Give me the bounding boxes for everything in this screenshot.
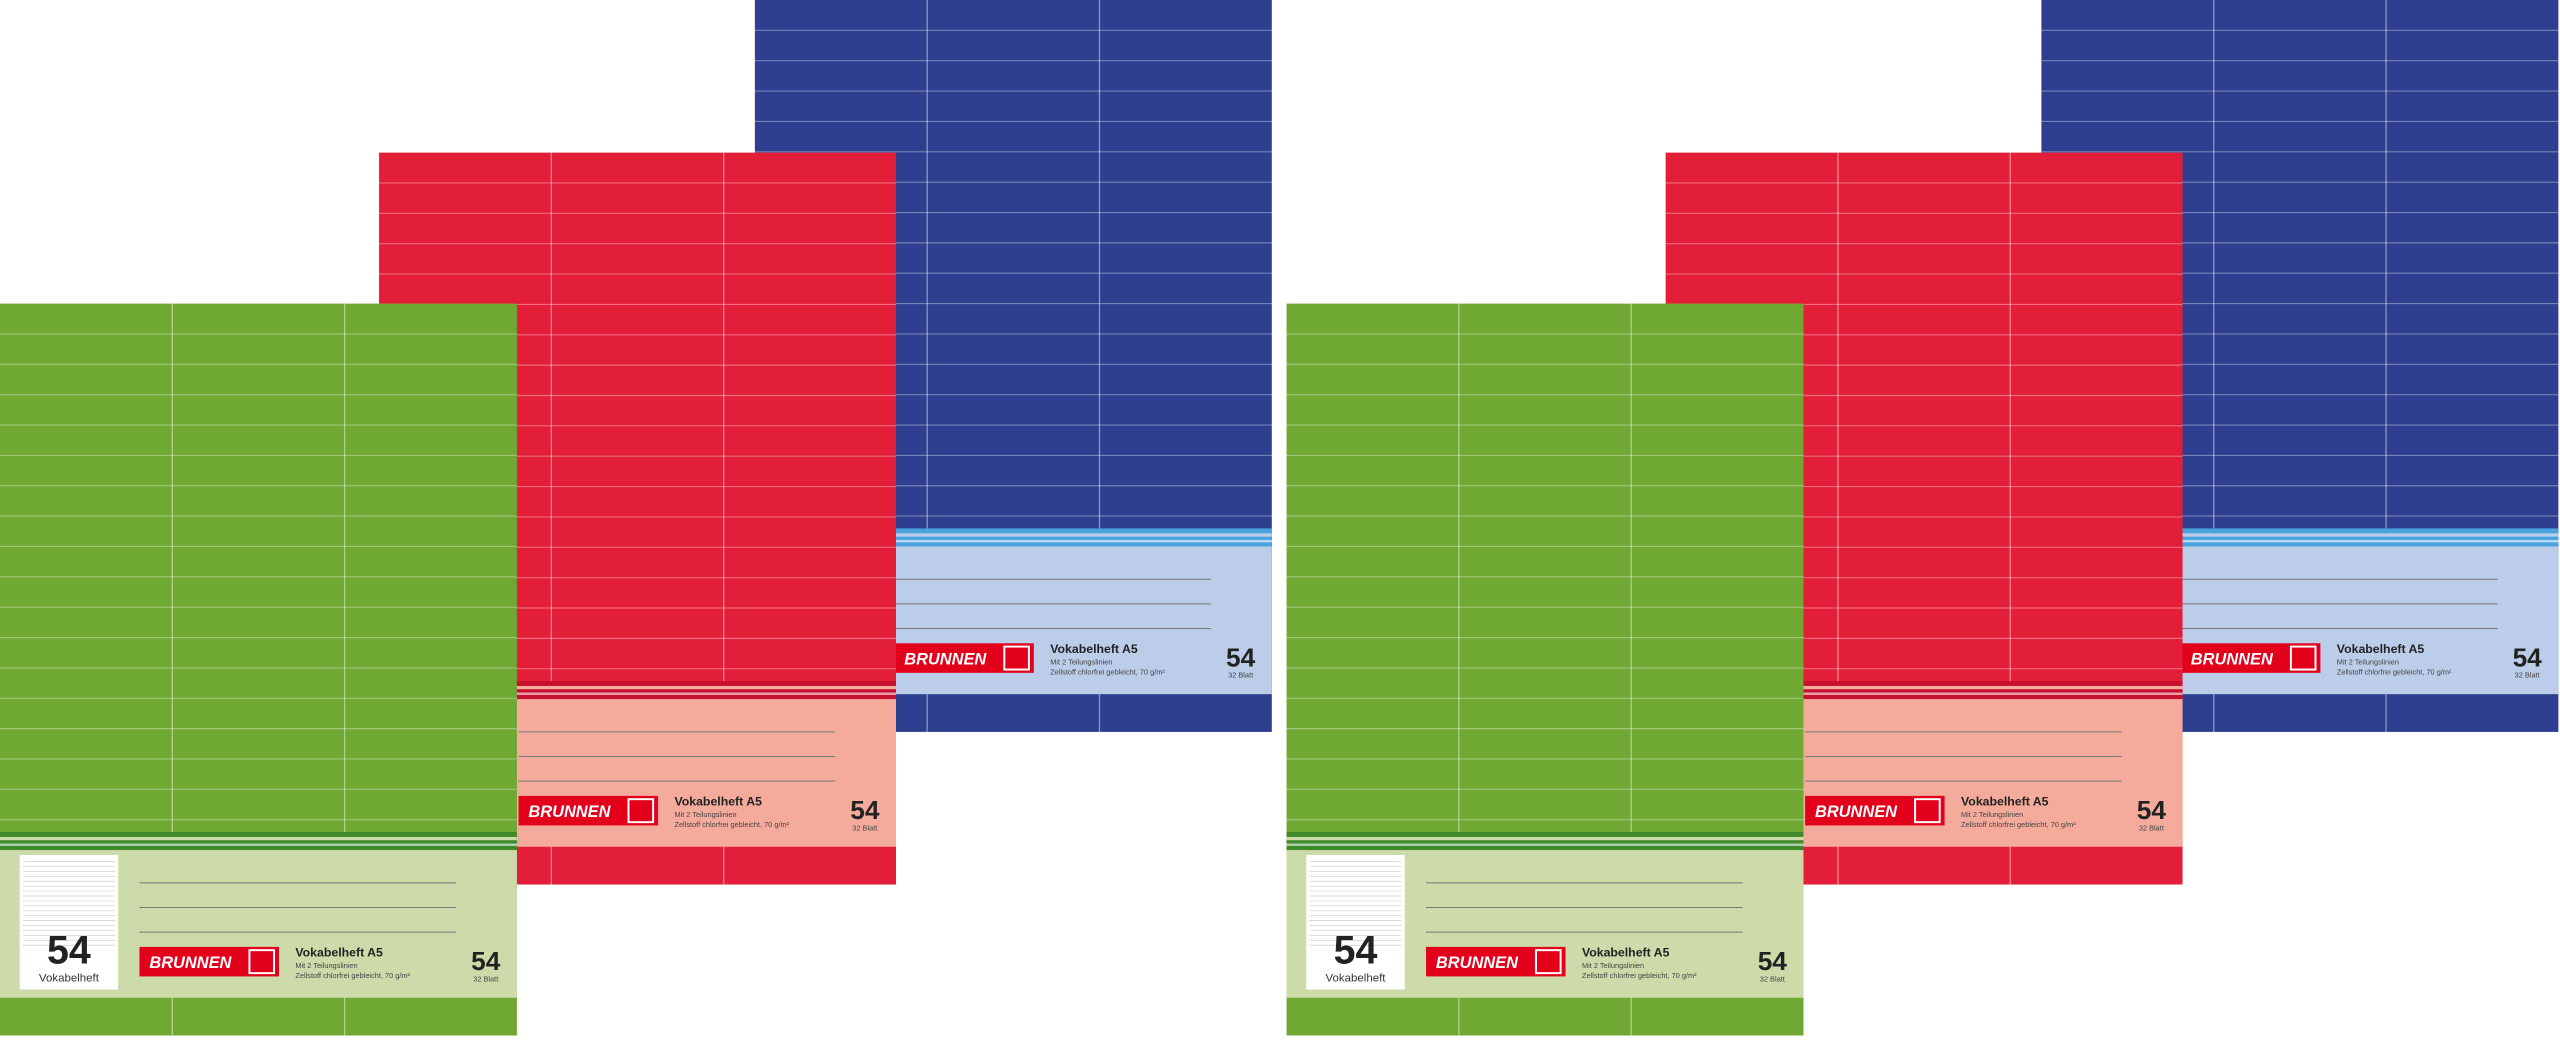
- brand-mark: [1535, 949, 1562, 975]
- product-sheets: 32 Blatt: [2515, 671, 2540, 680]
- stripe: [0, 832, 517, 851]
- product-paper: Zellstoff chlorfrei gebleicht, 70 g/m²: [674, 820, 789, 829]
- product-number: 54: [1226, 642, 1256, 672]
- stripe: [2041, 539, 2559, 543]
- product-subtitle: Mit 2 Teilungslinien: [1961, 810, 2023, 819]
- product-title: Vokabelheft A5: [295, 946, 383, 960]
- product-paper: Zellstoff chlorfrei gebleicht, 70 g/m²: [1050, 667, 1165, 676]
- product-subtitle: Mit 2 Teilungslinien: [1582, 961, 1644, 970]
- brand-name: BRUNNEN: [904, 651, 987, 669]
- stripe: [0, 843, 517, 846]
- stripe: [1665, 685, 2183, 690]
- product-subtitle: Mit 2 Teilungslinien: [295, 961, 357, 970]
- stripe: [1286, 832, 1804, 851]
- product-sheets: 32 Blatt: [473, 974, 498, 983]
- stripe: [1286, 836, 1804, 841]
- product-title: Vokabelheft A5: [1050, 642, 1138, 656]
- stripe: [754, 539, 1272, 543]
- product-subtitle: Mit 2 Teilungslinien: [674, 810, 736, 819]
- brand-mark: [2289, 645, 2317, 671]
- product-paper: Zellstoff chlorfrei gebleicht, 70 g/m²: [295, 971, 410, 980]
- product-subtitle: Mit 2 Teilungslinien: [1050, 658, 1112, 667]
- box-label: Vokabelheft: [1326, 972, 1387, 984]
- product-number: 54: [2137, 795, 2167, 825]
- label-box: [1306, 854, 1405, 990]
- product-title: Vokabelheft A5: [1961, 795, 2049, 809]
- product-paper: Zellstoff chlorfrei gebleicht, 70 g/m²: [1961, 820, 2076, 829]
- brand-name: BRUNNEN: [528, 803, 611, 821]
- brand-name: BRUNNEN: [149, 954, 232, 972]
- brand-name: BRUNNEN: [2191, 651, 2274, 669]
- product-sheets: 32 Blatt: [1760, 974, 1785, 983]
- stripe: [754, 533, 1272, 537]
- brand-logo: [1805, 795, 1945, 826]
- product-sheets: 32 Blatt: [2139, 823, 2164, 832]
- stripe: [379, 692, 897, 695]
- product-title: Vokabelheft A5: [2337, 642, 2425, 656]
- box-label: Vokabelheft: [39, 972, 100, 984]
- stripe: [379, 685, 897, 690]
- stripe: [1286, 843, 1804, 846]
- product-paper: Zellstoff chlorfrei gebleicht, 70 g/m²: [1582, 971, 1697, 980]
- brand-logo: [518, 795, 659, 826]
- brand-name: BRUNNEN: [1815, 803, 1898, 821]
- product-subtitle: Mit 2 Teilungslinien: [2337, 658, 2399, 667]
- product-title: Vokabelheft A5: [674, 795, 762, 809]
- product-sheets: 32 Blatt: [852, 823, 877, 832]
- brand-logo: [139, 946, 279, 977]
- box-number: 54: [1334, 928, 1378, 972]
- product-number: 54: [1758, 946, 1788, 976]
- brand-mark: [1914, 798, 1941, 824]
- brand-logo: [1426, 946, 1566, 977]
- stripe: [2041, 533, 2559, 537]
- brand-mark: [1003, 645, 1030, 671]
- product-paper: Zellstoff chlorfrei gebleicht, 70 g/m²: [2337, 667, 2452, 676]
- box-number: 54: [47, 928, 91, 972]
- stripe: [1665, 692, 2183, 695]
- product-number: 54: [850, 795, 880, 825]
- brand-logo: [2180, 643, 2321, 673]
- product-number: 54: [2513, 642, 2543, 672]
- product-sheets: 32 Blatt: [1228, 671, 1253, 680]
- brand-mark: [248, 949, 276, 975]
- stripe: [0, 836, 517, 841]
- product-number: 54: [471, 946, 501, 976]
- product-title: Vokabelheft A5: [1582, 946, 1670, 960]
- brand-logo: [894, 643, 1034, 673]
- label-box: [19, 854, 119, 990]
- brand-name: BRUNNEN: [1436, 954, 1519, 972]
- brand-mark: [627, 798, 655, 824]
